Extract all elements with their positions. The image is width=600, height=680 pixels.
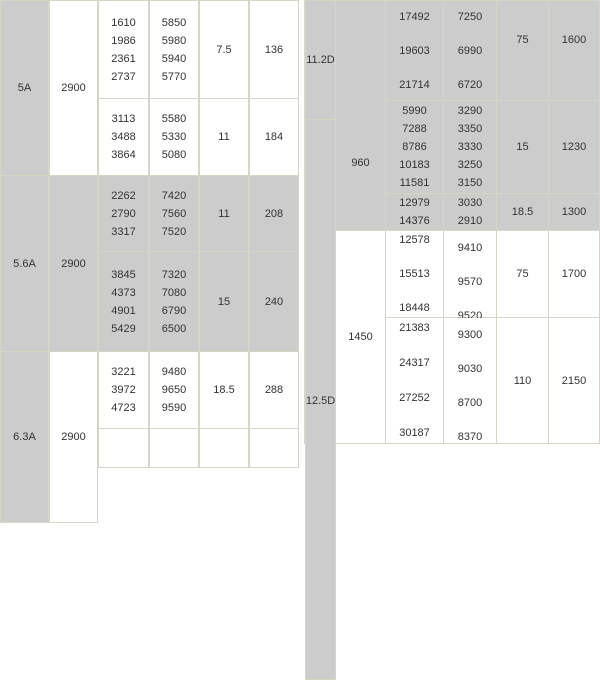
table-separator <box>298 0 305 444</box>
power-cell <box>199 428 249 468</box>
flow-cell: 2262 2790 3317 <box>98 175 149 252</box>
flow-cell <box>98 428 149 468</box>
weight-cell: 1600 <box>548 0 600 101</box>
speed-cell: 2900 <box>49 351 98 523</box>
flow-cell: 12979 14376 <box>385 193 444 231</box>
flow-cell: 3221 3972 4723 <box>98 351 149 429</box>
pressure-cell: 3030 2910 <box>443 193 497 231</box>
pressure-cell: 7250 6990 6720 <box>443 0 497 101</box>
power-cell: 18.5 <box>199 351 249 429</box>
weight-cell: 136 <box>249 0 299 99</box>
model-cell: 5A <box>0 0 49 176</box>
flow-cell: 17492 19603 21714 <box>385 0 444 101</box>
weight-cell: 208 <box>249 175 299 252</box>
flow-cell: 1610 1986 2361 2737 <box>98 0 149 99</box>
weight-cell: 1700 <box>548 230 600 318</box>
weight-cell: 1230 <box>548 100 600 194</box>
power-cell: 11 <box>199 175 249 252</box>
power-cell: 11 <box>199 98 249 176</box>
power-cell: 75 <box>496 0 549 101</box>
weight-cell: 288 <box>249 351 299 429</box>
model-cell: 5.6A <box>0 175 49 352</box>
flow-cell: 3845 4373 4901 5429 <box>98 251 149 352</box>
speed-cell: 2900 <box>49 175 98 352</box>
power-cell: 110 <box>496 318 549 444</box>
pressure-cell: 9410 9570 9520 <box>443 230 497 322</box>
pressure-cell: 7320 7080 6790 6500 <box>149 251 199 352</box>
pressure-cell: 9300 9030 8700 8370 <box>443 318 497 444</box>
pressure-cell: 5850 5980 5940 5770 <box>149 0 199 99</box>
pressure-cell <box>149 428 199 468</box>
speed-cell: 1450 <box>335 230 386 444</box>
weight-cell: 2150 <box>548 318 600 444</box>
weight-cell: 184 <box>249 98 299 176</box>
pressure-cell: 3290 3350 3330 3250 3150 <box>443 100 497 194</box>
flow-cell: 12578 15513 18448 <box>385 230 444 318</box>
pressure-cell: 5580 5330 5080 <box>149 98 199 176</box>
power-cell: 75 <box>496 230 549 318</box>
model-cell: 6.3A <box>0 351 49 523</box>
weight-cell: 240 <box>249 251 299 352</box>
weight-cell <box>249 428 299 468</box>
model-cell: 12.5D <box>305 120 336 680</box>
power-cell: 15 <box>496 100 549 194</box>
speed-cell: 960 <box>335 0 386 231</box>
flow-cell: 5990 7288 8786 10183 11581 <box>385 100 444 194</box>
speed-cell: 2900 <box>49 0 98 176</box>
power-cell: 15 <box>199 251 249 352</box>
model-cell: 11.2D <box>305 0 336 120</box>
power-cell: 7.5 <box>199 0 249 99</box>
pressure-cell: 9480 9650 9590 <box>149 351 199 429</box>
pressure-cell: 7420 7560 7520 <box>149 175 199 252</box>
power-cell: 18.5 <box>496 193 549 231</box>
flow-cell: 21383 24317 27252 30187 <box>385 317 444 444</box>
flow-cell: 3113 3488 3864 <box>98 98 149 176</box>
weight-cell: 1300 <box>548 193 600 231</box>
